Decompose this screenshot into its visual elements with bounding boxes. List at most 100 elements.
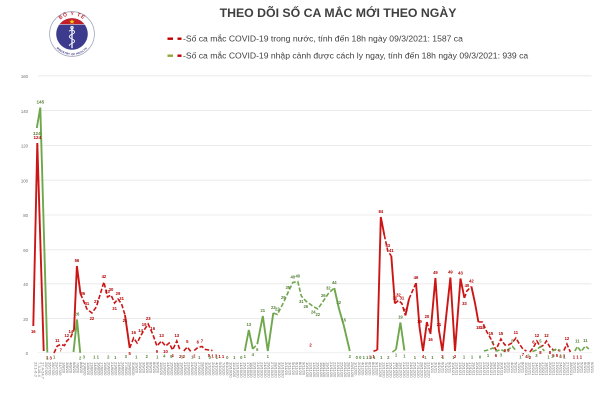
svg-text:30/8/20: 30/8/20 — [131, 362, 136, 376]
svg-text:6: 6 — [495, 353, 498, 358]
svg-text:19/12/20: 19/12/20 — [399, 362, 404, 378]
svg-text:31/7/20: 31/7/20 — [58, 362, 63, 376]
svg-text:3/11/20: 3/11/20 — [288, 362, 293, 376]
svg-text:2: 2 — [183, 354, 186, 359]
svg-text:29/11/20: 29/11/20 — [350, 362, 355, 378]
svg-text:15/1/21: 15/1/21 — [461, 362, 466, 376]
svg-text:5: 5 — [186, 339, 189, 344]
svg-text:9/9/20: 9/9/20 — [155, 362, 160, 374]
svg-text:1/2/21: 1/2/21 — [503, 362, 508, 374]
svg-text:1: 1 — [363, 355, 366, 360]
svg-text:27/9/20: 27/9/20 — [197, 362, 202, 376]
svg-text:30/9/20: 30/9/20 — [204, 362, 209, 376]
svg-text:9: 9 — [156, 349, 159, 354]
svg-text:33: 33 — [462, 301, 467, 306]
svg-text:4/10/20: 4/10/20 — [215, 362, 220, 376]
svg-text:16/11/20: 16/11/20 — [319, 362, 324, 378]
svg-text:49: 49 — [448, 269, 453, 274]
svg-text:13/1/21: 13/1/21 — [458, 362, 463, 376]
svg-text:12/2/21: 12/2/21 — [531, 362, 536, 376]
svg-text:5: 5 — [170, 354, 173, 359]
svg-text:21/9/20: 21/9/20 — [183, 362, 188, 376]
svg-text:2: 2 — [349, 354, 352, 359]
svg-text:12: 12 — [64, 333, 69, 338]
svg-text:4: 4 — [163, 353, 166, 358]
svg-text:8/12/20: 8/12/20 — [371, 362, 376, 376]
svg-text:0: 0 — [479, 354, 482, 359]
svg-text:14: 14 — [138, 328, 143, 333]
svg-text:2/12/20: 2/12/20 — [357, 362, 362, 376]
svg-text:29: 29 — [281, 295, 286, 300]
svg-text:8/3/21: 8/3/21 — [586, 362, 591, 374]
svg-text:1: 1 — [442, 355, 445, 360]
svg-text:4/2/21: 4/2/21 — [510, 362, 515, 374]
svg-text:5: 5 — [539, 338, 542, 343]
svg-text:9/3/21: 9/3/21 — [590, 362, 595, 374]
svg-text:31: 31 — [112, 306, 117, 311]
svg-text:19/9/20: 19/9/20 — [180, 362, 185, 376]
svg-text:14/9/20: 14/9/20 — [166, 362, 171, 376]
svg-text:28: 28 — [403, 307, 408, 312]
svg-text:23: 23 — [146, 316, 151, 321]
svg-text:15/11/20: 15/11/20 — [315, 362, 320, 378]
svg-text:40: 40 — [295, 273, 300, 278]
svg-text:14/2/21: 14/2/21 — [534, 362, 539, 376]
svg-text:4: 4 — [525, 354, 528, 359]
svg-text:40: 40 — [290, 274, 295, 279]
svg-text:15/2/21: 15/2/21 — [538, 362, 543, 376]
svg-text:16: 16 — [428, 337, 433, 342]
svg-text:21/8/20: 21/8/20 — [110, 362, 115, 376]
svg-text:23.1-6.3: 23.1-6.3 — [34, 362, 39, 377]
svg-text:42: 42 — [469, 278, 474, 283]
svg-text:1: 1 — [424, 355, 427, 360]
svg-text:28/10/20: 28/10/20 — [274, 362, 279, 378]
svg-text:4: 4 — [252, 352, 255, 357]
svg-text:29/1/21: 29/1/21 — [496, 362, 501, 376]
svg-text:22/1/21: 22/1/21 — [479, 362, 484, 376]
svg-text:13/10/20: 13/10/20 — [235, 362, 240, 378]
svg-text:27/2/21: 27/2/21 — [566, 362, 571, 376]
svg-text:2/10/20: 2/10/20 — [211, 362, 216, 376]
svg-text:15: 15 — [489, 331, 494, 336]
svg-text:1: 1 — [191, 354, 194, 359]
svg-text:4: 4 — [171, 353, 174, 358]
svg-text:4/12/20: 4/12/20 — [361, 362, 366, 376]
svg-text:5/9/20: 5/9/20 — [145, 362, 150, 374]
svg-text:43: 43 — [458, 270, 463, 275]
svg-text:4: 4 — [492, 340, 495, 345]
svg-text:10: 10 — [163, 349, 168, 354]
svg-text:1: 1 — [519, 354, 522, 359]
svg-text:17/12/20: 17/12/20 — [392, 362, 397, 378]
svg-text:9/11/20: 9/11/20 — [301, 362, 306, 376]
svg-text:1: 1 — [414, 355, 417, 360]
svg-text:20/8/20: 20/8/20 — [107, 362, 112, 376]
svg-text:7: 7 — [201, 338, 204, 343]
svg-text:5: 5 — [556, 353, 559, 358]
svg-text:1: 1 — [46, 355, 49, 360]
svg-text:22: 22 — [275, 306, 280, 311]
svg-text:6/3/21: 6/3/21 — [583, 362, 588, 374]
svg-text:160: 160 — [21, 74, 29, 79]
svg-text:1: 1 — [97, 354, 100, 359]
svg-text:15: 15 — [341, 317, 346, 322]
svg-text:60: 60 — [23, 248, 28, 253]
svg-text:31/12/20: 31/12/20 — [427, 362, 432, 378]
svg-text:20/2/21: 20/2/21 — [548, 362, 553, 376]
svg-text:3/9/20: 3/9/20 — [142, 362, 147, 374]
svg-text:15/12/20: 15/12/20 — [388, 362, 393, 378]
svg-text:31: 31 — [299, 299, 304, 304]
svg-text:16: 16 — [31, 329, 36, 334]
svg-text:20: 20 — [425, 314, 430, 319]
svg-text:1: 1 — [53, 354, 56, 359]
svg-text:6: 6 — [197, 339, 200, 344]
svg-text:24/2/21: 24/2/21 — [559, 362, 564, 376]
svg-text:5/3/21: 5/3/21 — [580, 362, 585, 374]
svg-text:3: 3 — [535, 353, 538, 358]
svg-text:11/8/20: 11/8/20 — [86, 362, 91, 376]
svg-text:3: 3 — [563, 353, 566, 358]
svg-text:1: 1 — [403, 353, 406, 358]
svg-text:5: 5 — [552, 353, 555, 358]
svg-text:7/1/21: 7/1/21 — [444, 362, 449, 374]
svg-text:25/12/20: 25/12/20 — [413, 362, 418, 378]
svg-text:19/8/20: 19/8/20 — [103, 362, 108, 376]
